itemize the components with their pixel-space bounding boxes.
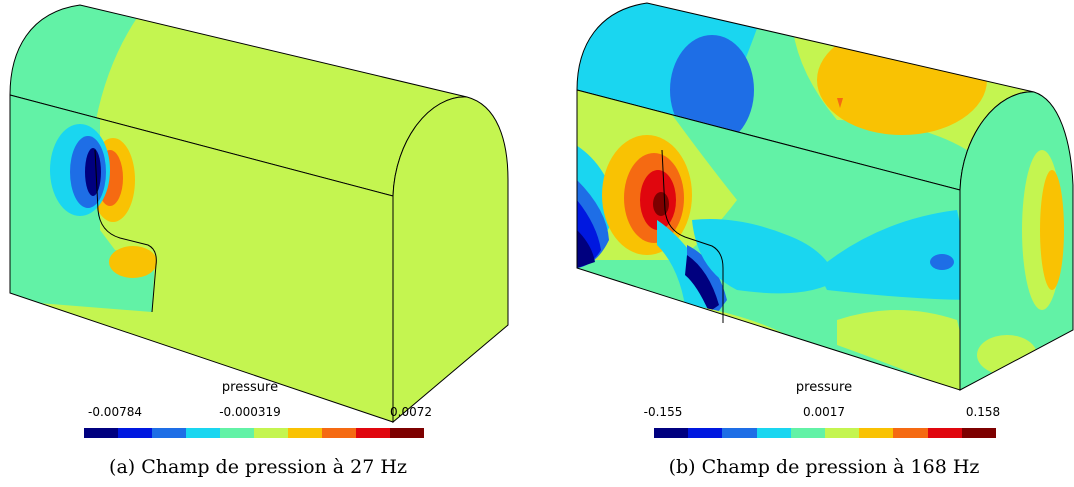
colorbar-swatch (390, 428, 424, 438)
colorbar-a (84, 428, 424, 438)
colorbar-swatch (84, 428, 118, 438)
colorbar-swatch (322, 428, 356, 438)
colorbar-max-b: 0.158 (965, 405, 1001, 419)
colorbar-swatch (254, 428, 288, 438)
colorbar-swatch (961, 428, 997, 438)
colorbar-swatch (220, 428, 254, 438)
colorbar-swatch (893, 428, 928, 438)
colorbar-swatch (927, 428, 962, 438)
colorbar-swatch (186, 428, 220, 438)
colorbar-swatch (654, 428, 689, 438)
panel-a: pressure -0.00784 -0.000319 0.0072 (a) C… (9, 4, 509, 478)
colorbar-title-a: pressure (221, 380, 279, 395)
colorbar-swatch (688, 428, 723, 438)
colorbar-swatch (790, 428, 826, 438)
caption-a: (a) Champ de pression à 27 Hz (109, 456, 407, 478)
colorbar-mid-b: 0.0017 (803, 405, 845, 419)
colorbar-title-b: pressure (795, 380, 853, 395)
panel-b: pressure -0.155 0.0017 0.158 (b) Champ d… (537, 0, 1074, 487)
colorbar-mid-a: -0.000319 (219, 405, 281, 419)
end-cap-a (392, 96, 509, 424)
pressure-field-27hz (9, 4, 509, 424)
pressure-field-168hz (576, 2, 1074, 391)
colorbar-swatch (756, 428, 791, 438)
colorbar-swatch (288, 428, 322, 438)
colorbar-swatch (859, 428, 894, 438)
colorbar-min-b: -0.155 (643, 405, 683, 419)
colorbar-swatch (825, 428, 860, 438)
colorbar-swatch (118, 428, 152, 438)
colorbar-swatch (356, 428, 390, 438)
colorbar-b (654, 428, 997, 438)
caption-b: (b) Champ de pression à 168 Hz (668, 456, 980, 478)
colorbar-min-a: -0.00784 (88, 405, 142, 419)
colorbar-max-a: 0.0072 (390, 405, 432, 419)
end-cap-b (960, 91, 1073, 391)
colorbar-swatch (722, 428, 757, 438)
colorbar-swatch (152, 428, 186, 438)
